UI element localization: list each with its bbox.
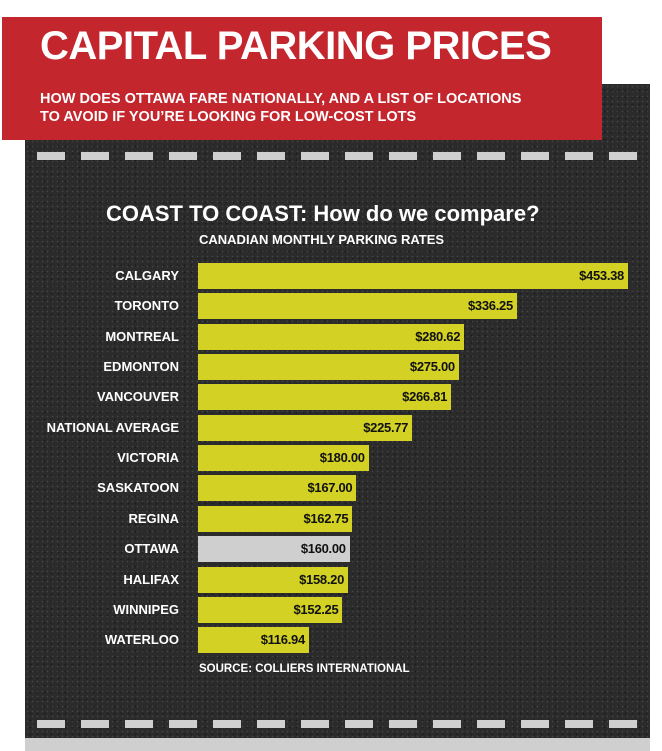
bar-value-label: $158.20 (299, 571, 345, 587)
page-title: CAPITAL PARKING PRICES (40, 24, 552, 68)
bar-national-average: $225.77 (198, 414, 413, 441)
bar-value-label: $160.00 (300, 541, 346, 557)
bar-saskatoon: $167.00 (198, 475, 357, 502)
bar-label: EDMONTON (103, 359, 179, 375)
bar-value-label: $225.77 (363, 419, 409, 435)
bar-label: CALGARY (115, 268, 179, 283)
bar-victoria: $180.00 (198, 445, 369, 472)
bar-label: VICTORIA (117, 450, 179, 466)
bar-value-label: $453.38 (579, 268, 624, 283)
bar-value-label: $167.00 (307, 480, 353, 496)
bar-value-label: $116.94 (260, 632, 305, 648)
bar-label: VANCOUVER (96, 389, 179, 405)
bar-edmonton: $275.00 (198, 354, 459, 381)
bar-value-label: $162.75 (303, 510, 349, 526)
source-note: SOURCE: COLLIERS INTERNATIONAL (199, 663, 410, 675)
bar-label: REGINA (128, 510, 179, 526)
page-subtitle-line-2: TO AVOID IF YOU’RE LOOKING FOR LOW-COST … (40, 109, 417, 125)
bar-winnipeg: $152.25 (198, 596, 343, 623)
bar-label: NATIONAL AVERAGE (46, 419, 179, 435)
bar-vancouver: $266.81 (198, 384, 452, 411)
bar-value-label: $266.81 (402, 389, 448, 405)
bar-label: SASKATOON (97, 480, 179, 496)
bar-waterloo: $116.94 (198, 627, 309, 654)
bar-value-label: $152.25 (293, 601, 339, 617)
bar-value-label: $180.00 (319, 450, 365, 466)
bar-halifax: $158.20 (198, 566, 349, 593)
road-edge-strip (25, 738, 650, 751)
bar-label: HALIFAX (123, 571, 179, 587)
chart-title: COAST TO COAST: How do we compare? (106, 201, 540, 226)
road-dashes-bottom (25, 720, 650, 728)
page-subtitle-line-1: HOW DOES OTTAWA FARE NATIONALLY, AND A L… (40, 91, 522, 107)
bar-value-label: $280.62 (415, 328, 461, 344)
bar-label: WINNIPEG (113, 601, 179, 617)
bar-value-label: $336.25 (468, 298, 513, 314)
bar-ottawa: $160.00 (198, 536, 350, 563)
bar-value-label: $275.00 (409, 359, 455, 375)
bar-regina: $162.75 (198, 505, 353, 532)
bar-label: OTTAWA (124, 541, 179, 557)
header-banner (2, 17, 602, 140)
bar-label: TORONTO (114, 298, 179, 314)
bar-calgary: $453.38 (198, 263, 628, 289)
bar-montreal: $280.62 (198, 323, 465, 350)
chart-subtitle: CANADIAN MONTHLY PARKING RATES (199, 232, 445, 247)
bar-toronto: $336.25 (198, 293, 517, 320)
road-dashes-top (25, 152, 650, 160)
bar-label: WATERLOO (104, 632, 179, 648)
bar-label: MONTREAL (105, 328, 179, 344)
